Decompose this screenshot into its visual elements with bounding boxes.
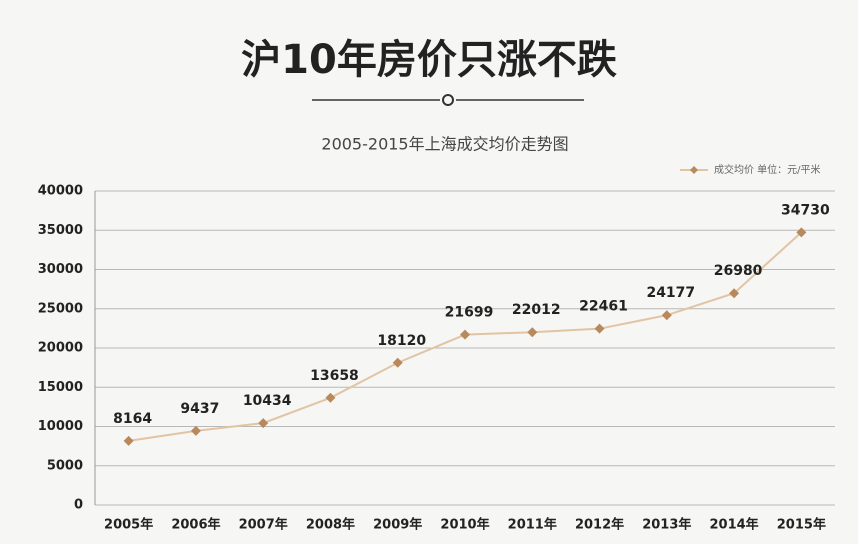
- data-label: 18120: [377, 333, 426, 349]
- x-tick-label: 2005年: [104, 517, 153, 533]
- y-tick-label: 25000: [38, 301, 83, 316]
- marker: [123, 435, 134, 446]
- data-label: 34730: [781, 202, 830, 218]
- divider-dot: [442, 94, 454, 106]
- x-tick-label: 2012年: [575, 517, 624, 533]
- y-tick-label: 5000: [47, 458, 83, 473]
- x-tick-label: 2008年: [306, 517, 355, 533]
- data-label: 21699: [445, 305, 494, 321]
- y-tick-label: 35000: [38, 223, 83, 238]
- marker: [258, 418, 269, 429]
- y-tick-label: 0: [74, 498, 83, 513]
- marker: [527, 327, 538, 338]
- x-tick-label: 2011年: [508, 517, 557, 533]
- data-label: 26980: [714, 263, 763, 279]
- marker: [190, 425, 201, 436]
- data-label: 9437: [180, 401, 219, 417]
- chart-subtitle: 2005-2015年上海成交均价走势图: [321, 135, 568, 154]
- x-tick-label: 2009年: [373, 517, 422, 533]
- legend-label: 成交均价 单位：元/平米: [714, 163, 821, 176]
- y-tick-label: 40000: [38, 184, 83, 199]
- data-label: 8164: [113, 411, 152, 427]
- y-tick-label: 20000: [38, 341, 83, 356]
- marker: [661, 310, 672, 321]
- legend-marker: [690, 166, 698, 174]
- y-tick-label: 15000: [38, 380, 83, 395]
- data-label: 13658: [310, 368, 359, 384]
- x-tick-label: 2015年: [777, 517, 826, 533]
- x-tick-label: 2013年: [642, 517, 691, 533]
- data-label: 22012: [512, 302, 561, 318]
- x-tick-label: 2014年: [709, 517, 758, 533]
- marker: [594, 323, 605, 334]
- chart-title: 沪10年房价只涨不跌: [241, 37, 617, 83]
- data-label: 22461: [579, 299, 628, 315]
- data-label: 10434: [243, 393, 292, 409]
- data-label: 24177: [646, 285, 695, 301]
- marker: [325, 392, 336, 403]
- y-tick-label: 30000: [38, 262, 83, 277]
- y-tick-label: 10000: [38, 419, 83, 434]
- marker: [729, 288, 740, 299]
- x-tick-label: 2006年: [171, 517, 220, 533]
- x-tick-label: 2010年: [440, 517, 489, 533]
- marker: [796, 227, 807, 238]
- marker: [460, 329, 470, 340]
- marker: [392, 357, 403, 368]
- x-tick-label: 2007年: [239, 517, 288, 533]
